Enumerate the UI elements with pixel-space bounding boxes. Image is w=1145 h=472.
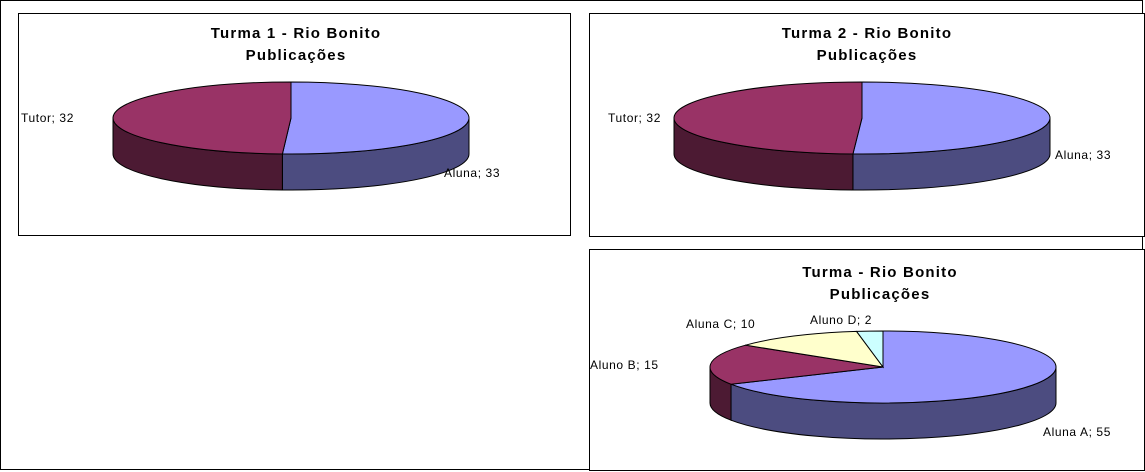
data-label-tutor: Tutor; 32 [608, 111, 661, 125]
chart-title: Turma 1 - Rio Bonito [211, 25, 381, 42]
data-label-aluna: Aluna; 33 [1055, 148, 1111, 162]
pie-chart-turma-1: Turma 1 - Rio Bonito Publicações Aluna; … [21, 25, 500, 191]
pie-slice-aluno-d [855, 330, 884, 369]
pie-chart-turma-2: Turma 2 - Rio Bonito Publicações Aluna; … [608, 25, 1111, 191]
pie-plot: Aluna; 33 Tutor; 32 [21, 81, 500, 191]
data-label-aluno-d: Aluno D; 2 [810, 313, 872, 327]
pie-slice-aluna-c [745, 330, 885, 368]
chart-turma-1: Turma 1 - Rio Bonito Publicações Aluna; … [18, 13, 571, 236]
data-label-aluna: Aluna; 33 [444, 166, 500, 180]
data-label-tutor: Tutor; 32 [21, 111, 74, 125]
pie-slice-tutor [673, 81, 863, 155]
chart-subtitle: Publicações [817, 47, 918, 64]
pie-plot: Aluna A; 55 Aluno B; 15 Aluna C; 10 Aluno D… [590, 313, 1111, 440]
pie-slice-aluna [852, 81, 1051, 155]
chart-turma: Turma - Rio Bonito Publicações Aluna A; … [589, 249, 1145, 471]
data-label-aluna-c: Aluna C; 10 [686, 317, 755, 331]
chart-subtitle: Publicações [830, 286, 931, 303]
pie-top [709, 330, 1057, 404]
chart-title: Turma 2 - Rio Bonito [782, 25, 952, 42]
pie-top [673, 81, 1051, 155]
pie-slice-aluno-b [709, 344, 884, 385]
chart-title: Turma - Rio Bonito [802, 264, 957, 281]
data-label-aluno-b: Aluno B; 15 [590, 358, 659, 372]
pie-top [112, 81, 470, 155]
pie-plot: Aluna; 33 Tutor; 32 [608, 81, 1111, 191]
data-label-aluna-a: Aluna A; 55 [1043, 425, 1111, 439]
chart-subtitle: Publicações [246, 47, 347, 64]
pie-slice-aluna [281, 81, 470, 155]
chart-turma-2: Turma 2 - Rio Bonito Publicações Aluna; … [589, 13, 1145, 237]
pie-slice-tutor [112, 81, 292, 155]
pie-chart-turma: Turma - Rio Bonito Publicações Aluna A; … [590, 264, 1111, 440]
pie-slice-aluna-a [730, 330, 1057, 404]
